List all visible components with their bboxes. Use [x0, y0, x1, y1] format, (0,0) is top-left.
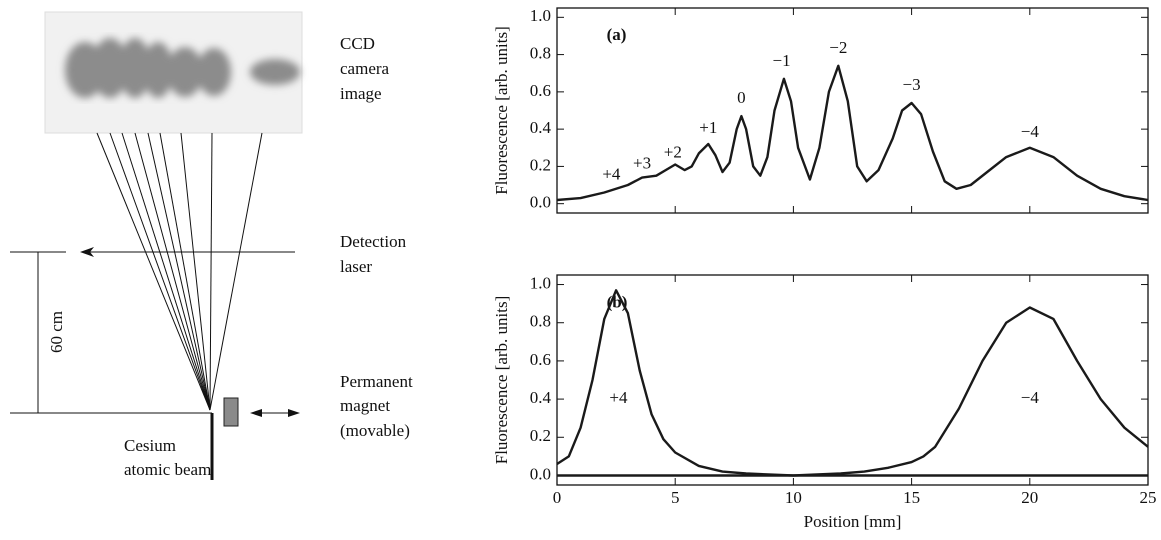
y-axis-label: Fluorescence [arb. units] [492, 296, 511, 465]
magnet [223, 397, 239, 427]
beam-label: Cesium [124, 436, 176, 455]
beam-label: atomic beam [124, 460, 211, 479]
laser-label: Detection [340, 232, 407, 251]
x-axis-label: Position [mm] [804, 512, 902, 531]
x-tick-label: 20 [1021, 488, 1038, 507]
fan-lines [96, 132, 263, 411]
y-tick-label: 0.2 [530, 155, 551, 174]
distance-label: 60 cm [47, 311, 66, 353]
peak-label: −1 [773, 51, 791, 70]
plot-frame [556, 274, 1149, 486]
magnet-label: (movable) [340, 421, 410, 440]
magnet-label: Permanent [340, 372, 413, 391]
x-tick-label: 0 [553, 488, 562, 507]
magnet-label: magnet [340, 396, 390, 415]
peak-label: +4 [609, 388, 628, 407]
x-tick-label: 15 [903, 488, 920, 507]
curve [556, 64, 1149, 202]
ccd-label: camera [340, 59, 390, 78]
y-tick-label: 1.0 [530, 273, 551, 292]
y-tick-label: 0.6 [530, 81, 551, 100]
laser-label: laser [340, 257, 372, 276]
ccd-label: image [340, 84, 382, 103]
y-tick-label: 0.0 [530, 193, 551, 212]
peak-label: −4 [1021, 388, 1040, 407]
chart: 0.0 0.2 0.4 0.6 0.8 1.0 0 5 10 15 20 25 Fluorescence… [492, 273, 1157, 530]
peak-label: +4 [602, 165, 621, 184]
x-tick-label: 25 [1140, 488, 1157, 507]
panel-label: (a) [607, 25, 627, 44]
ccd-spots [65, 38, 300, 98]
y-tick-label: 0.0 [530, 464, 551, 483]
peak-label: +3 [633, 153, 651, 172]
ccd-label: CCD [340, 34, 375, 53]
peak-label: +2 [664, 142, 682, 161]
y-tick-label: 1.0 [530, 6, 551, 25]
peak-label: +1 [699, 118, 717, 137]
peak-label: −4 [1021, 122, 1040, 141]
curve [556, 289, 1149, 477]
chart: 0.0 0.2 0.4 0.6 0.8 1.0 Fluorescence [arb. uni… [492, 6, 1149, 214]
panel-label: (b) [607, 293, 628, 312]
peak-label: 0 [737, 88, 746, 107]
peak-label: −3 [903, 75, 921, 94]
y-tick-label: 0.2 [530, 426, 551, 445]
x-tick-label: 10 [785, 488, 802, 507]
y-tick-label: 0.8 [530, 43, 551, 62]
laser-arrow [80, 247, 94, 257]
y-tick-label: 0.4 [530, 118, 552, 137]
peak-label: −2 [829, 38, 847, 57]
y-tick-label: 0.8 [530, 312, 551, 331]
x-tick-label: 5 [671, 488, 680, 507]
plot-frame [556, 7, 1149, 214]
y-axis-label: Fluorescence [arb. units] [492, 26, 511, 195]
motion-arrows [250, 409, 300, 417]
diagram: CCD camera image Detection laser Permane… [10, 11, 413, 480]
y-tick-label: 0.6 [530, 350, 551, 369]
y-tick-label: 0.4 [530, 388, 552, 407]
